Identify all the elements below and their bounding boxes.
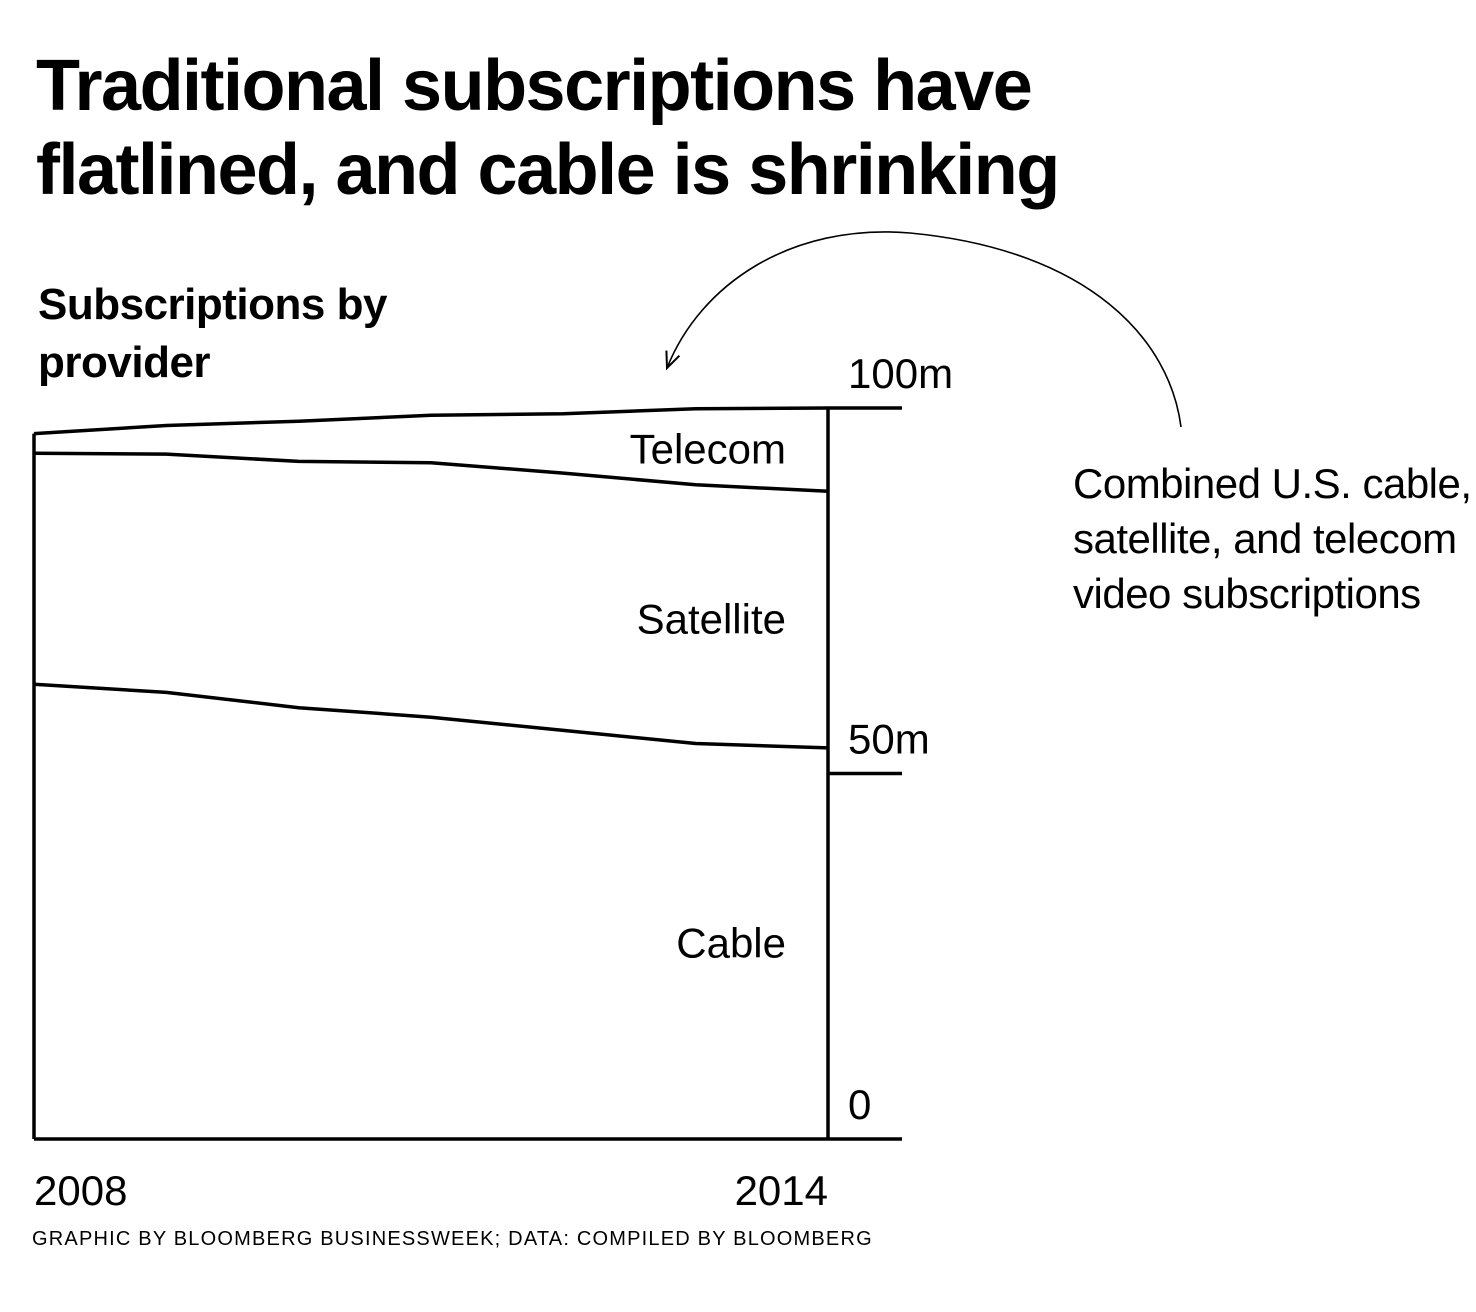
y-tick-label-100: 100m bbox=[848, 350, 953, 397]
y-tick-label-50: 50m bbox=[848, 716, 930, 763]
annotation-text: Combined U.S. cable, satellite, and tele… bbox=[1073, 460, 1472, 617]
x-label-end: 2014 bbox=[735, 1167, 828, 1214]
series-label-satellite: Satellite bbox=[637, 596, 786, 643]
series-label-telecom: Telecom bbox=[630, 426, 786, 473]
annotation-arrow bbox=[667, 231, 1182, 428]
chart-title: Traditional subscriptions have flatlined… bbox=[36, 46, 1060, 210]
chart-subtitle: Subscriptions by provider bbox=[38, 280, 387, 387]
y-tick-label-0: 0 bbox=[848, 1081, 871, 1128]
source-credit: GRAPHIC BY BLOOMBERG BUSINESSWEEK; DATA:… bbox=[32, 1228, 873, 1250]
series-label-cable: Cable bbox=[676, 919, 786, 966]
series-line-telecom bbox=[33, 406, 829, 436]
series-line-satellite bbox=[33, 451, 829, 494]
x-label-start: 2008 bbox=[34, 1167, 127, 1214]
series-line-cable bbox=[33, 682, 829, 750]
